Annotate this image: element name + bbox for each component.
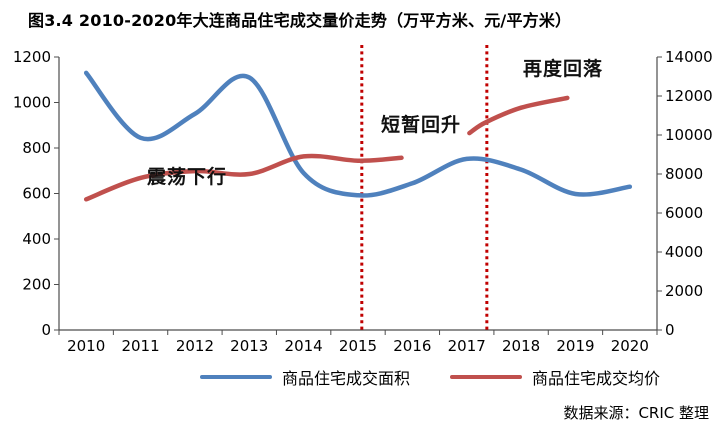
series-line-area (83, 70, 633, 198)
left-axis-tick-label: 800 (22, 139, 51, 157)
left-axis-tick-label: 200 (22, 276, 51, 294)
legend-item-area: 商品住宅成交面积 (200, 365, 410, 389)
x-axis-year-label: 2020 (611, 337, 649, 355)
x-axis-year-label: 2018 (502, 337, 540, 355)
left-axis-tick-label: 600 (22, 185, 51, 203)
annotation-fall-again: 再度回落 (523, 58, 604, 80)
legend-swatch-area (200, 374, 272, 380)
right-axis-tick-label: 14000 (665, 48, 713, 66)
x-axis-year-label: 2011 (121, 337, 159, 355)
right-axis-tick-label: 12000 (665, 87, 713, 105)
x-axis-year-label: 2010 (67, 337, 105, 355)
annotation-down-trend: 震荡下行 (147, 166, 228, 188)
x-axis-year-label: 2019 (556, 337, 594, 355)
x-axis-year-label: 2015 (339, 337, 377, 355)
x-axis-year-label: 2016 (393, 337, 431, 355)
left-axis-tick-label: 1000 (13, 94, 51, 112)
series-line-price (83, 153, 404, 202)
series-line-price (467, 95, 570, 136)
legend-item-price: 商品住宅成交均价 (450, 365, 660, 389)
x-axis-year-label: 2014 (285, 337, 323, 355)
right-axis-tick-label: 10000 (665, 126, 713, 144)
x-axis-year-label: 2012 (176, 337, 214, 355)
x-axis-year-label: 2013 (230, 337, 268, 355)
right-axis-tick-label: 2000 (665, 282, 703, 300)
data-source-note: 数据来源：CRIC 整理 (563, 404, 709, 422)
right-axis-tick-label: 4000 (665, 243, 703, 261)
left-axis-tick-label: 1200 (13, 48, 51, 66)
right-axis-tick-label: 0 (665, 321, 675, 339)
right-axis-tick-label: 8000 (665, 165, 703, 183)
right-axis-tick-label: 6000 (665, 204, 703, 222)
x-axis-year-label: 2017 (448, 337, 486, 355)
annotation-brief-rebound: 短暂回升 (381, 114, 462, 136)
legend-swatch-price (450, 374, 523, 380)
chart-legend: 商品住宅成交面积 商品住宅成交均价 (200, 365, 660, 389)
left-axis-tick-label: 0 (41, 321, 51, 339)
chart-title: 图3.4 2010-2020年大连商品住宅成交量价走势（万平方米、元/平方米） (28, 11, 572, 30)
legend-label-price: 商品住宅成交均价 (532, 369, 661, 388)
legend-label-area: 商品住宅成交面积 (282, 369, 411, 388)
left-axis-tick-label: 400 (22, 230, 51, 248)
